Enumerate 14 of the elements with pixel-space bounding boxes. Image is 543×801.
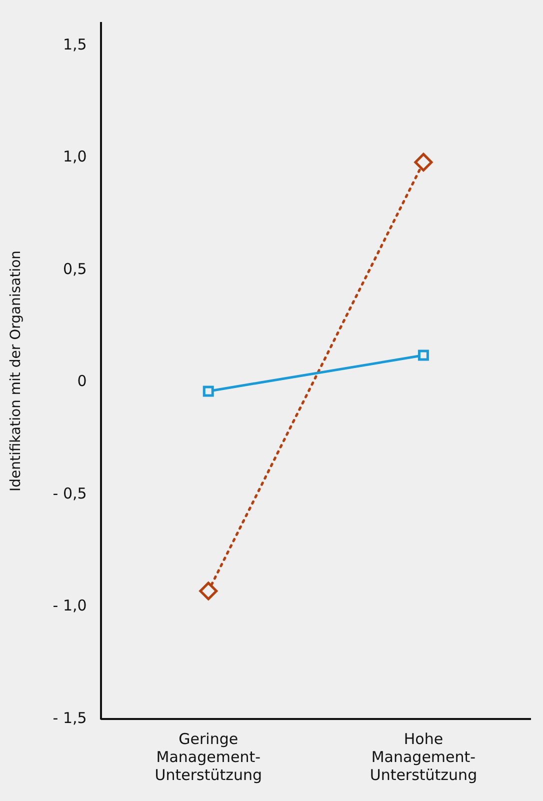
y-tick-label: - 0,5 — [52, 484, 87, 502]
y-tick-label: 1,5 — [62, 35, 87, 54]
y-tick-label: - 1,5 — [52, 708, 87, 727]
point — [418, 350, 429, 361]
y-tick-label: 0 — [77, 372, 87, 390]
x-tick-label: Geringe Management- Unterstützung — [154, 730, 262, 784]
point — [202, 386, 214, 397]
y-tick-label: - 1,0 — [52, 596, 87, 615]
y-tick-label: 0,5 — [62, 260, 87, 278]
x-tick-label: Hohe Management- Unterstützung — [370, 730, 478, 784]
y-tick-label: 1,0 — [62, 148, 87, 166]
y-axis-title: Identifikation mit der Organisation — [8, 250, 24, 492]
point — [199, 582, 218, 600]
point — [414, 152, 433, 172]
